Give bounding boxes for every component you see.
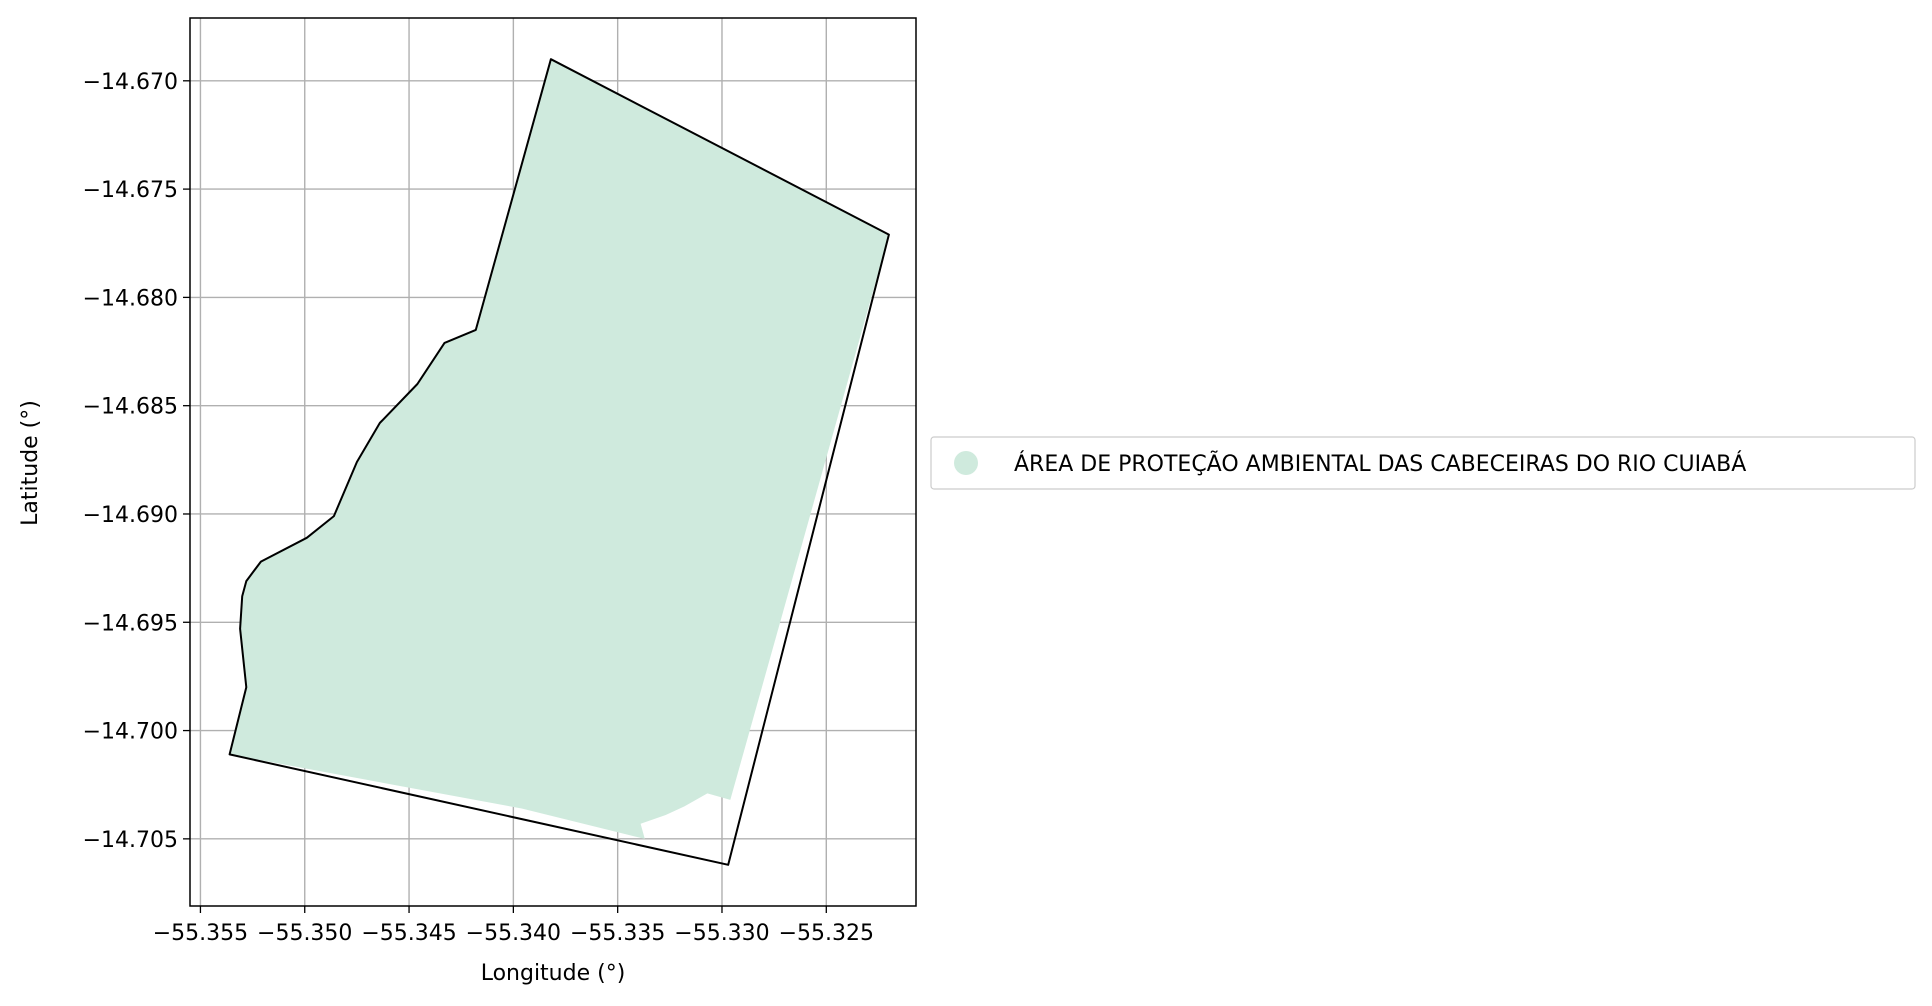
legend: ÁREA DE PROTEÇÃO AMBIENTAL DAS CABECEIRA…: [930, 436, 1916, 490]
y-tick-labels: −14.670 −14.675 −14.680 −14.685 −14.690 −14.6…: [83, 70, 178, 853]
x-tick-label: −55.350: [257, 921, 352, 946]
protected-area-fill[interactable]: [229, 59, 889, 839]
legend-label: ÁREA DE PROTEÇÃO AMBIENTAL DAS CABECEIRA…: [1014, 450, 1746, 477]
axes-frame: [189, 17, 917, 907]
y-tick-label: −14.690: [83, 503, 178, 528]
x-tick-label: −55.345: [361, 921, 456, 946]
tick-marks: [183, 80, 827, 913]
x-tick-label: −55.340: [466, 921, 561, 946]
y-tick-label: −14.700: [83, 720, 178, 745]
x-axis-title: Longitude (°): [481, 961, 626, 986]
y-tick-label: −14.695: [83, 611, 178, 636]
y-tick-label: −14.670: [83, 70, 178, 95]
legend-box: [930, 436, 1916, 490]
x-tick-label: −55.325: [779, 921, 874, 946]
y-axis-title: Latitude (°): [18, 400, 43, 526]
x-tick-label: −55.355: [153, 921, 248, 946]
protected-area-outline: [228, 58, 890, 866]
legend-marker: [954, 451, 978, 475]
y-tick-label: −14.675: [83, 178, 178, 203]
map-layer: [228, 58, 890, 866]
y-tick-label: −14.705: [83, 828, 178, 853]
y-tick-label: −14.680: [83, 286, 178, 311]
y-tick-label: −14.685: [83, 395, 178, 420]
x-tick-label: −55.335: [570, 921, 665, 946]
x-tick-label: −55.330: [674, 921, 769, 946]
x-tick-labels: −55.355 −55.350 −55.345 −55.340 −55.335 −55.3…: [153, 921, 874, 946]
